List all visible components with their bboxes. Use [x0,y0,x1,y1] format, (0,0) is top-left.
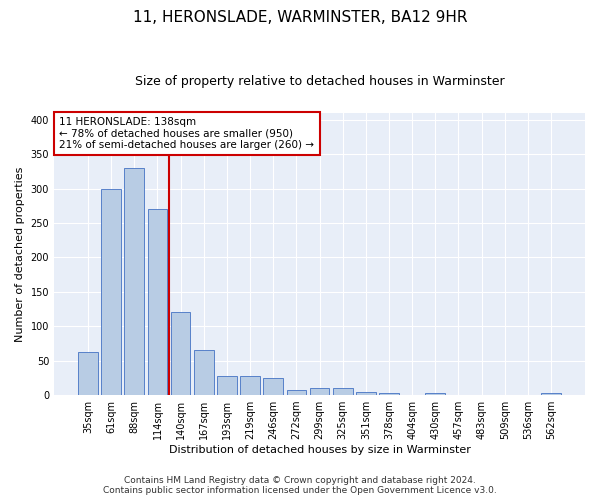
Bar [240,376,260,395]
Bar [171,312,190,395]
Bar [263,378,283,395]
Bar [356,392,376,395]
Bar [425,393,445,395]
Bar [124,168,144,395]
Bar [333,388,353,395]
Text: Contains HM Land Registry data © Crown copyright and database right 2024.
Contai: Contains HM Land Registry data © Crown c… [103,476,497,495]
Text: 11, HERONSLADE, WARMINSTER, BA12 9HR: 11, HERONSLADE, WARMINSTER, BA12 9HR [133,10,467,25]
Bar [194,350,214,395]
X-axis label: Distribution of detached houses by size in Warminster: Distribution of detached houses by size … [169,445,470,455]
Bar [217,376,237,395]
Y-axis label: Number of detached properties: Number of detached properties [15,166,25,342]
Bar [78,352,98,395]
Text: 11 HERONSLADE: 138sqm
← 78% of detached houses are smaller (950)
21% of semi-det: 11 HERONSLADE: 138sqm ← 78% of detached … [59,117,314,150]
Bar [379,393,399,395]
Bar [287,390,306,395]
Bar [541,393,561,395]
Bar [310,388,329,395]
Bar [148,209,167,395]
Title: Size of property relative to detached houses in Warminster: Size of property relative to detached ho… [135,75,505,88]
Bar [101,188,121,395]
